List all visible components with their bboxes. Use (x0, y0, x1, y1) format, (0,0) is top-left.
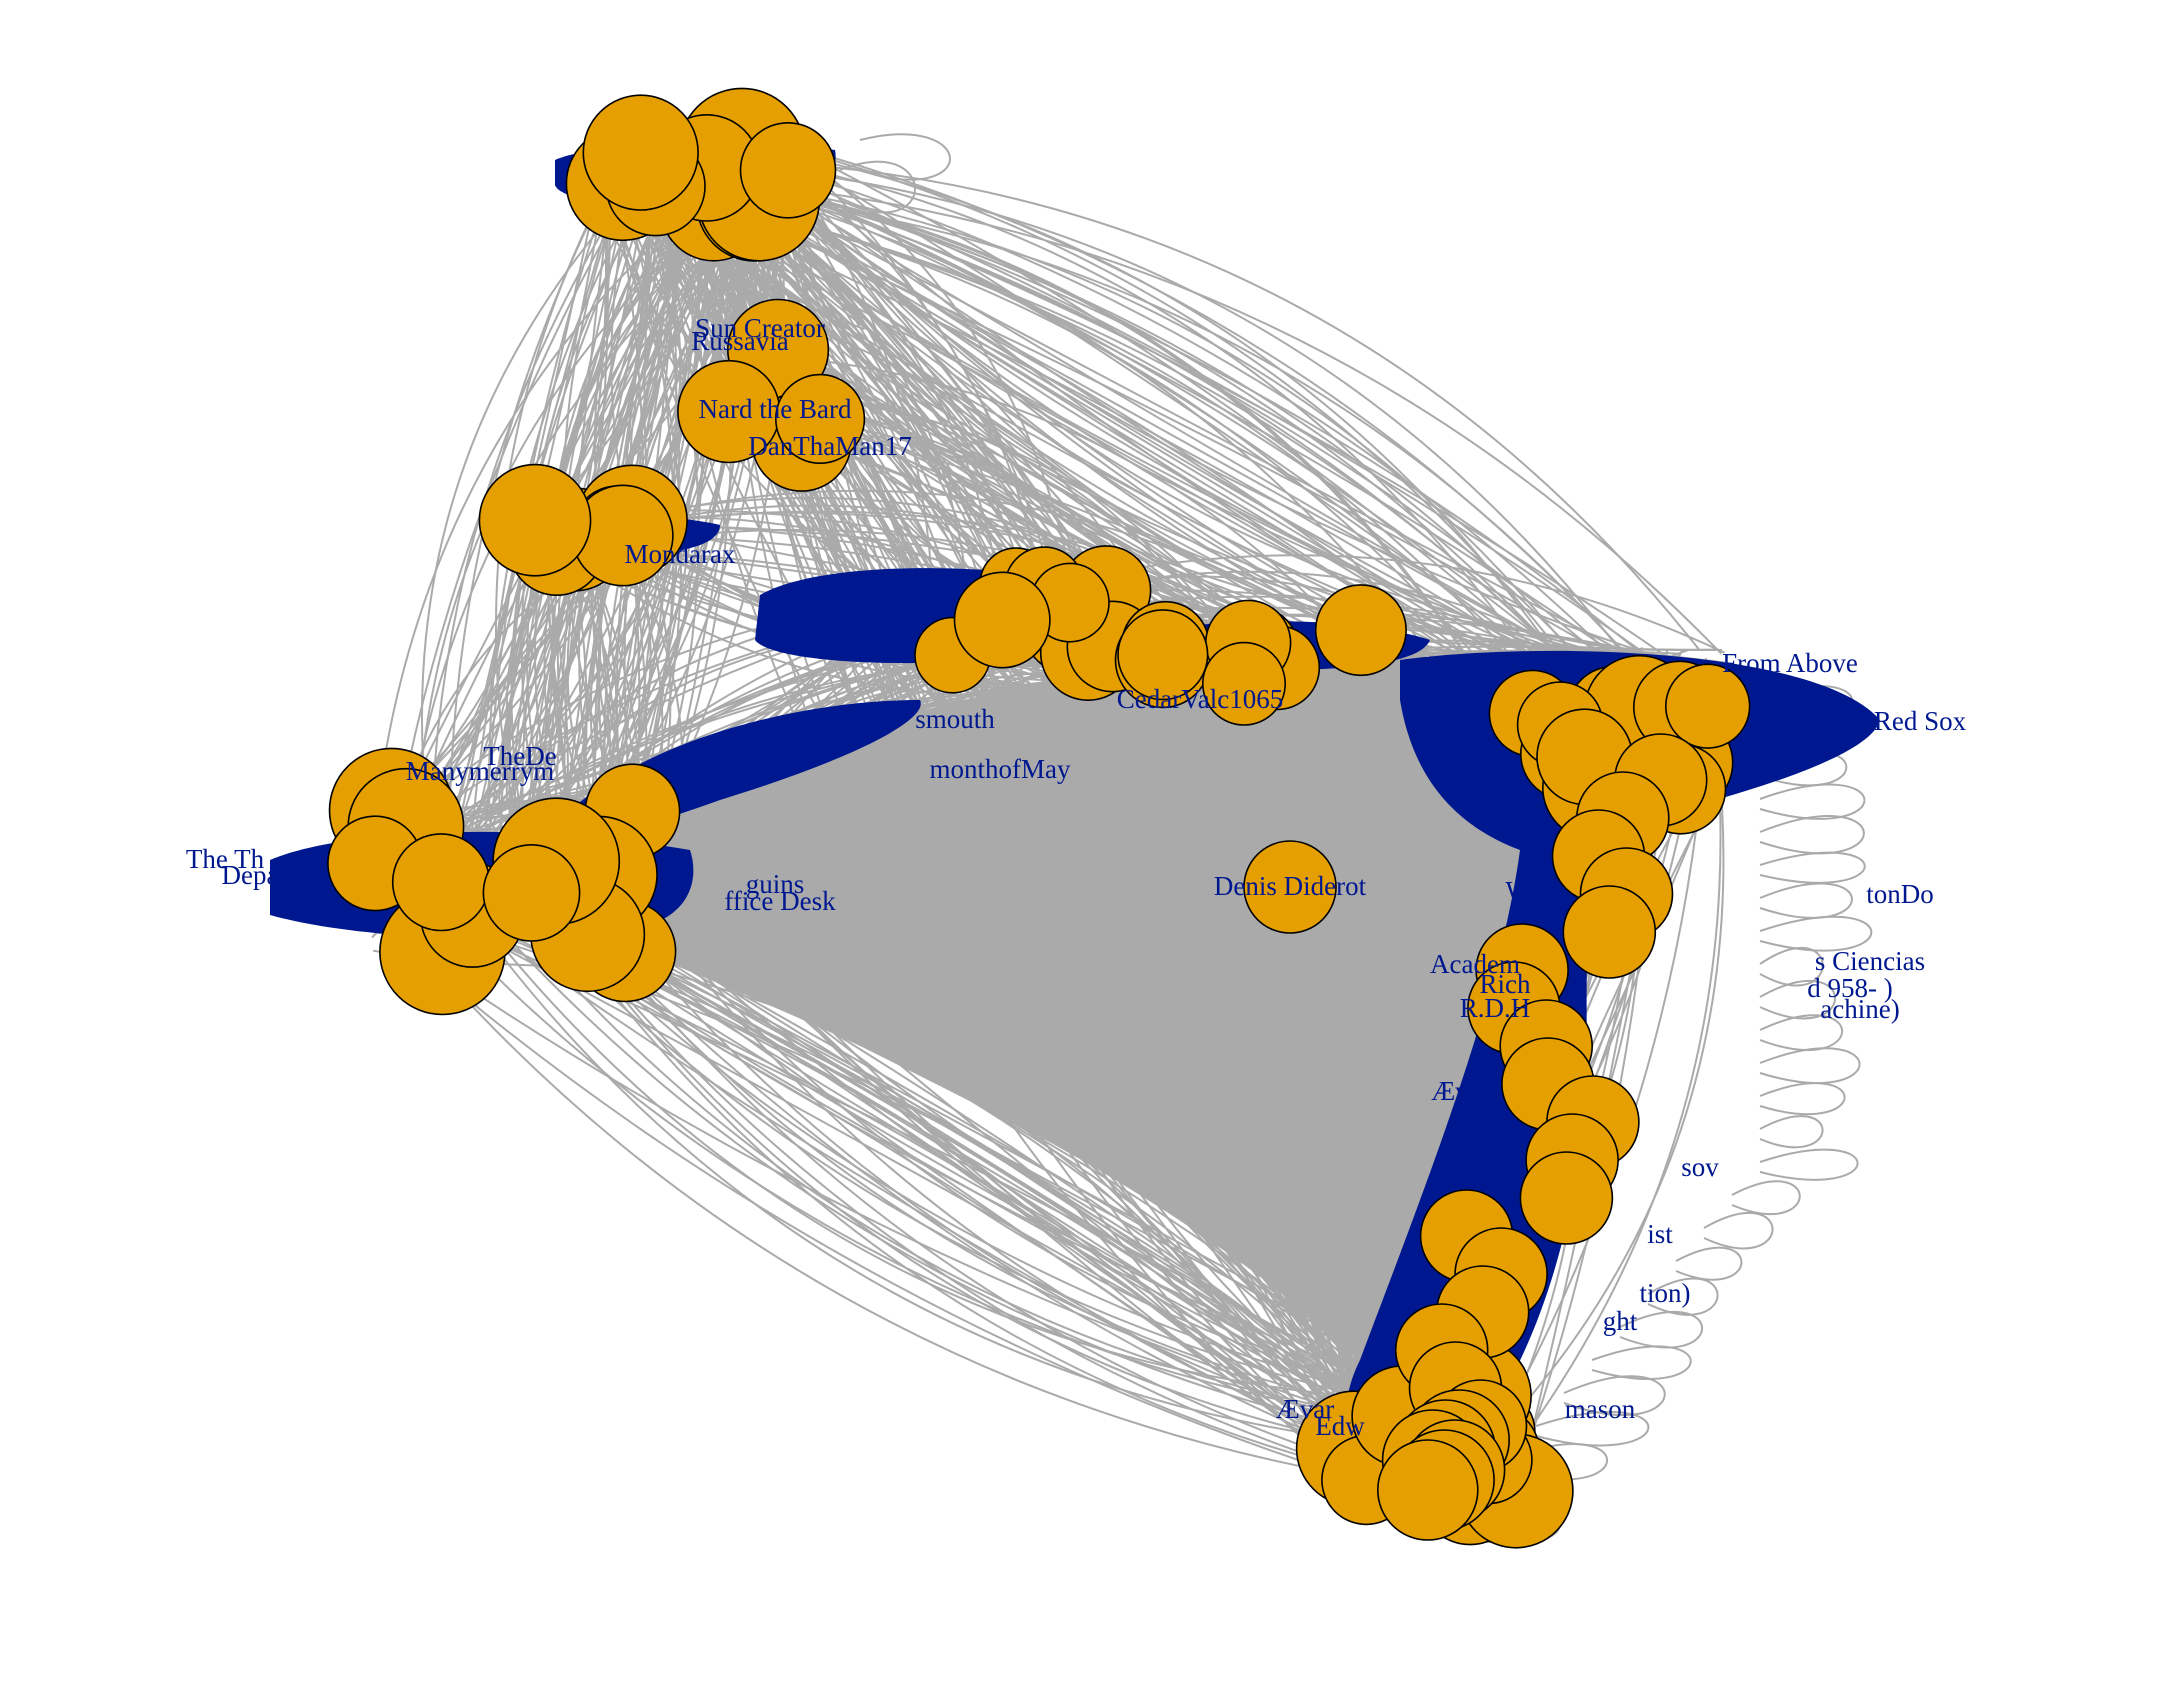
edge (848, 390, 1277, 645)
node-label-denis: Denis Diderot (1214, 871, 1367, 901)
self-loop-edge (1759, 1082, 1846, 1116)
edge (763, 195, 1648, 666)
dense-edge-region (560, 650, 1560, 1380)
node-label-theth: The Th (186, 844, 265, 874)
edge (788, 317, 1229, 631)
node-label-ght: ght (1603, 1306, 1638, 1336)
edge (775, 136, 1079, 620)
node-label-fromabove: From Above (1722, 648, 1858, 678)
graph-node (1377, 1439, 1479, 1541)
node-label-edw: Edw (1315, 1411, 1365, 1441)
graph-node (1314, 584, 1407, 677)
edge (718, 153, 1646, 700)
edge (1462, 762, 1725, 1472)
node-label-russavia: Russavia (691, 326, 789, 356)
node-label-thede: TheDe (483, 741, 556, 771)
self-loop-edge (1759, 1115, 1824, 1149)
node-layer (327, 87, 1751, 1549)
node-label-rasov: sov (1681, 1152, 1719, 1182)
graph-node (953, 571, 1051, 669)
node-label-vr: Vr (1417, 714, 1444, 744)
edge (637, 139, 1597, 658)
node-label-guins: guins (746, 869, 805, 899)
edge (788, 356, 1347, 636)
edge (769, 187, 1509, 724)
self-loop-edge (1759, 1047, 1861, 1084)
node-label-nard: Nard the Bard (699, 394, 852, 424)
self-loop-edge (1759, 783, 1866, 820)
edge (712, 147, 1707, 754)
edge (690, 160, 1671, 720)
edge (747, 182, 1722, 655)
graph-node (1243, 840, 1337, 934)
self-loop-edge (1731, 1180, 1801, 1216)
graph-node (1519, 1151, 1614, 1245)
node-label-tion: tion) (1640, 1278, 1691, 1308)
node-label-wh: Wh (1506, 876, 1545, 906)
edge (452, 882, 1477, 1404)
edge (548, 886, 1441, 1444)
node-label-ffice: ffice Desk (724, 886, 836, 916)
self-loop-edge (1759, 1014, 1843, 1051)
self-loop-edge (1759, 882, 1853, 919)
self-loop-edge (1647, 1277, 1719, 1316)
node-label-depa: Depa (222, 860, 279, 890)
self-loop-edge (839, 160, 916, 214)
graph-node (774, 373, 866, 465)
node-label-manymerry: Manymerrym (406, 756, 554, 786)
edge (785, 146, 1625, 740)
node-label-aev: Æv (1431, 1076, 1469, 1106)
node-label-d958: d 958- ) (1807, 973, 1892, 1003)
node-label-ist: ist (1647, 1219, 1673, 1249)
edge (374, 895, 1398, 1485)
edge (1055, 554, 1726, 654)
node-label-rdh: R.D.H (1460, 993, 1531, 1023)
edge (814, 425, 1359, 640)
node-label-tondo: tonDo (1866, 879, 1934, 909)
edge (446, 881, 1398, 1447)
node-label-danthaman: DanThaMan17 (748, 431, 911, 461)
node-label-mason: mason (1565, 1394, 1636, 1424)
node-label-redsox: Red Sox (1874, 706, 1967, 736)
graph-node (1117, 609, 1209, 701)
self-loop-edge (859, 133, 951, 181)
edge (557, 919, 1415, 1458)
node-label-academ: Academ (1430, 949, 1520, 979)
self-loop-edge (1591, 1345, 1692, 1380)
edge (738, 159, 1701, 651)
edge (374, 171, 737, 825)
graph-node (482, 844, 581, 942)
node-label-sun: Sun Creator (695, 313, 825, 343)
self-loop-edge (1563, 1375, 1666, 1416)
self-loop-edge (1675, 1246, 1743, 1281)
edge (774, 187, 1657, 769)
self-loop-edge (1759, 815, 1865, 855)
graph-node (1664, 663, 1751, 749)
graph-node (391, 833, 491, 932)
edge (765, 185, 1675, 664)
node-label-mondarax: Mondarax (625, 539, 736, 569)
graph-node (1562, 885, 1657, 979)
edge (392, 935, 1401, 1494)
node-label-monthofmay: monthofMay (930, 754, 1071, 784)
graph-node (478, 463, 592, 577)
self-loop-edge (1703, 1211, 1774, 1250)
node-label-rich: Rich (1480, 969, 1531, 999)
graph-node (582, 94, 699, 211)
graph-node (739, 122, 837, 219)
self-loop-edge (1759, 1148, 1859, 1181)
node-label-smouth: smouth (915, 704, 995, 734)
node-label-cedar: CedarValc1065 (1117, 684, 1283, 714)
edge (754, 135, 1673, 707)
node-label-ciencias: s Ciencias (1815, 946, 1925, 976)
node-label-machine: achine) (1820, 994, 1899, 1024)
node-label-aevar: Ævar (1276, 1394, 1334, 1424)
edge (647, 908, 1472, 1415)
self-loop-edge (1759, 851, 1866, 884)
edge (779, 139, 1564, 673)
graph-node (1202, 641, 1287, 726)
